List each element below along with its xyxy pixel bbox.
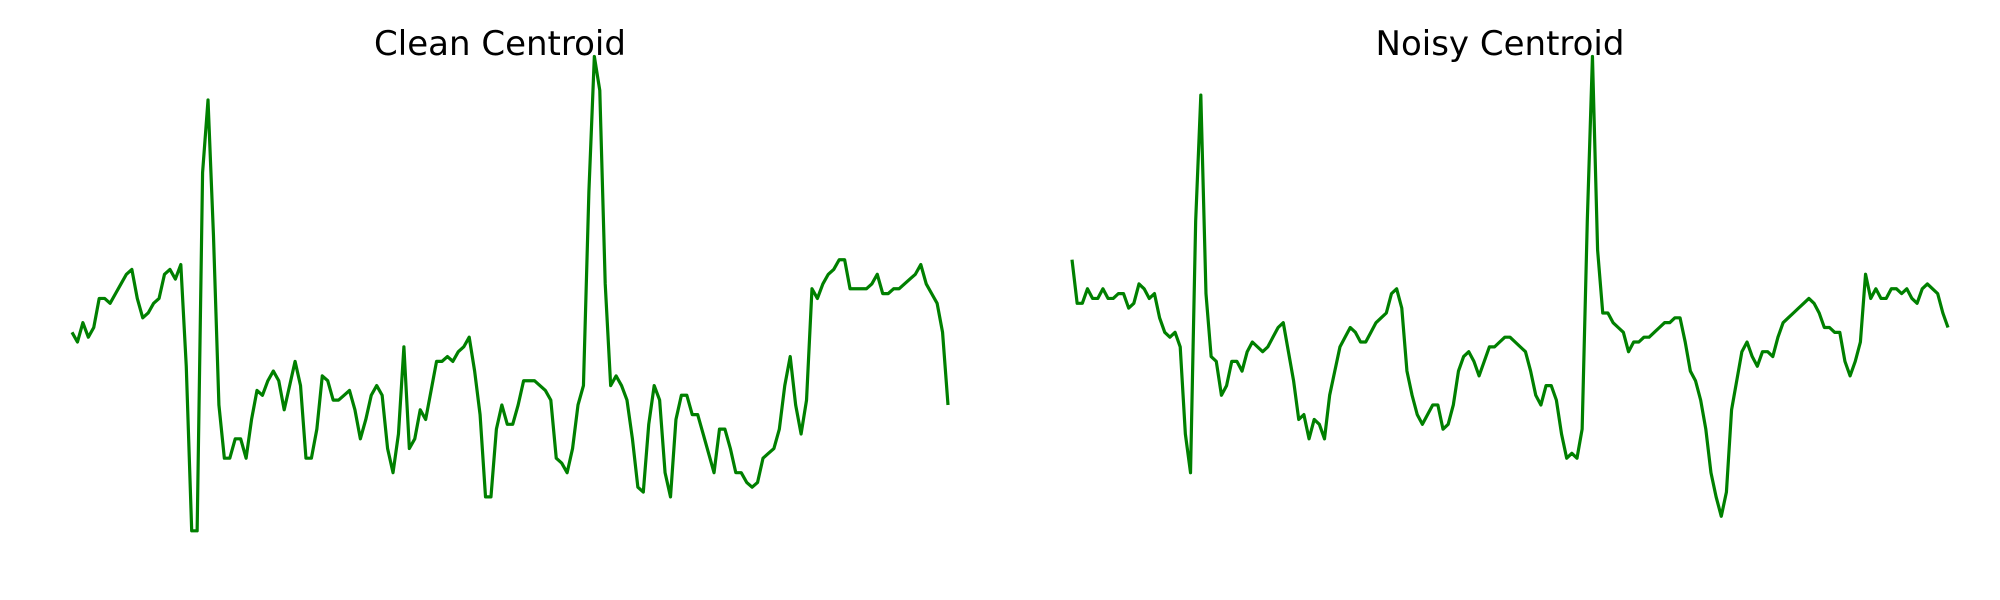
chart-panel-clean-centroid: Clean Centroid xyxy=(70,24,950,533)
plot-area-noisy xyxy=(1070,54,1950,518)
chart-title-noisy: Noisy Centroid xyxy=(1375,24,1625,64)
chart-title-clean: Clean Centroid xyxy=(374,24,626,64)
series-line-1-0 xyxy=(1070,54,1950,518)
plot-area-clean xyxy=(70,54,950,533)
chart-panel-noisy-centroid: Noisy Centroid xyxy=(1000,0,2000,600)
series-line-0-0 xyxy=(70,54,950,533)
